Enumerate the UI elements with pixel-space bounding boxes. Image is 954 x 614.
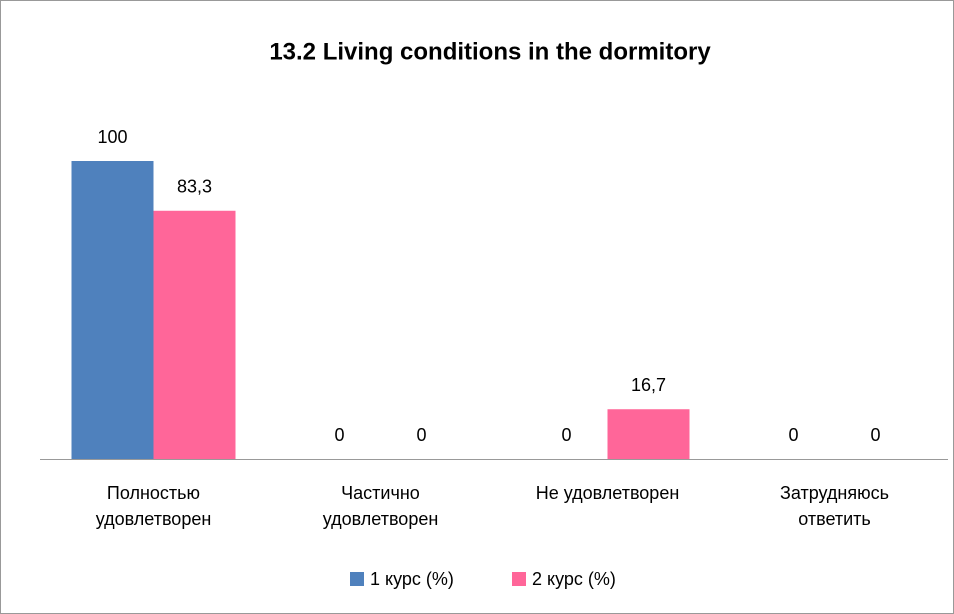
legend-swatch [350, 572, 364, 586]
legend-label: 1 курс (%) [370, 569, 454, 589]
x-tick-label: Затрудняюсь ответить [779, 483, 889, 529]
legend-swatch [512, 572, 526, 586]
bar [607, 409, 690, 459]
legend-label: 2 курс (%) [532, 569, 616, 589]
data-label: 100 [97, 127, 127, 147]
x-tick-label: Частично удовлетворен [322, 483, 439, 529]
chart-title: 13.2 Living conditions in the dormitory [269, 38, 711, 65]
data-label: 0 [416, 425, 426, 445]
data-label: 0 [788, 425, 798, 445]
data-label: 0 [561, 425, 571, 445]
data-label: 0 [870, 425, 880, 445]
x-tick-label: Не удовлетворен [535, 483, 680, 503]
bar [153, 210, 236, 459]
bar [71, 161, 154, 459]
data-label: 83,3 [177, 177, 212, 197]
data-label: 0 [334, 425, 344, 445]
data-label: 16,7 [631, 375, 666, 395]
x-tick-label: Полностью удовлетворен [95, 483, 212, 529]
